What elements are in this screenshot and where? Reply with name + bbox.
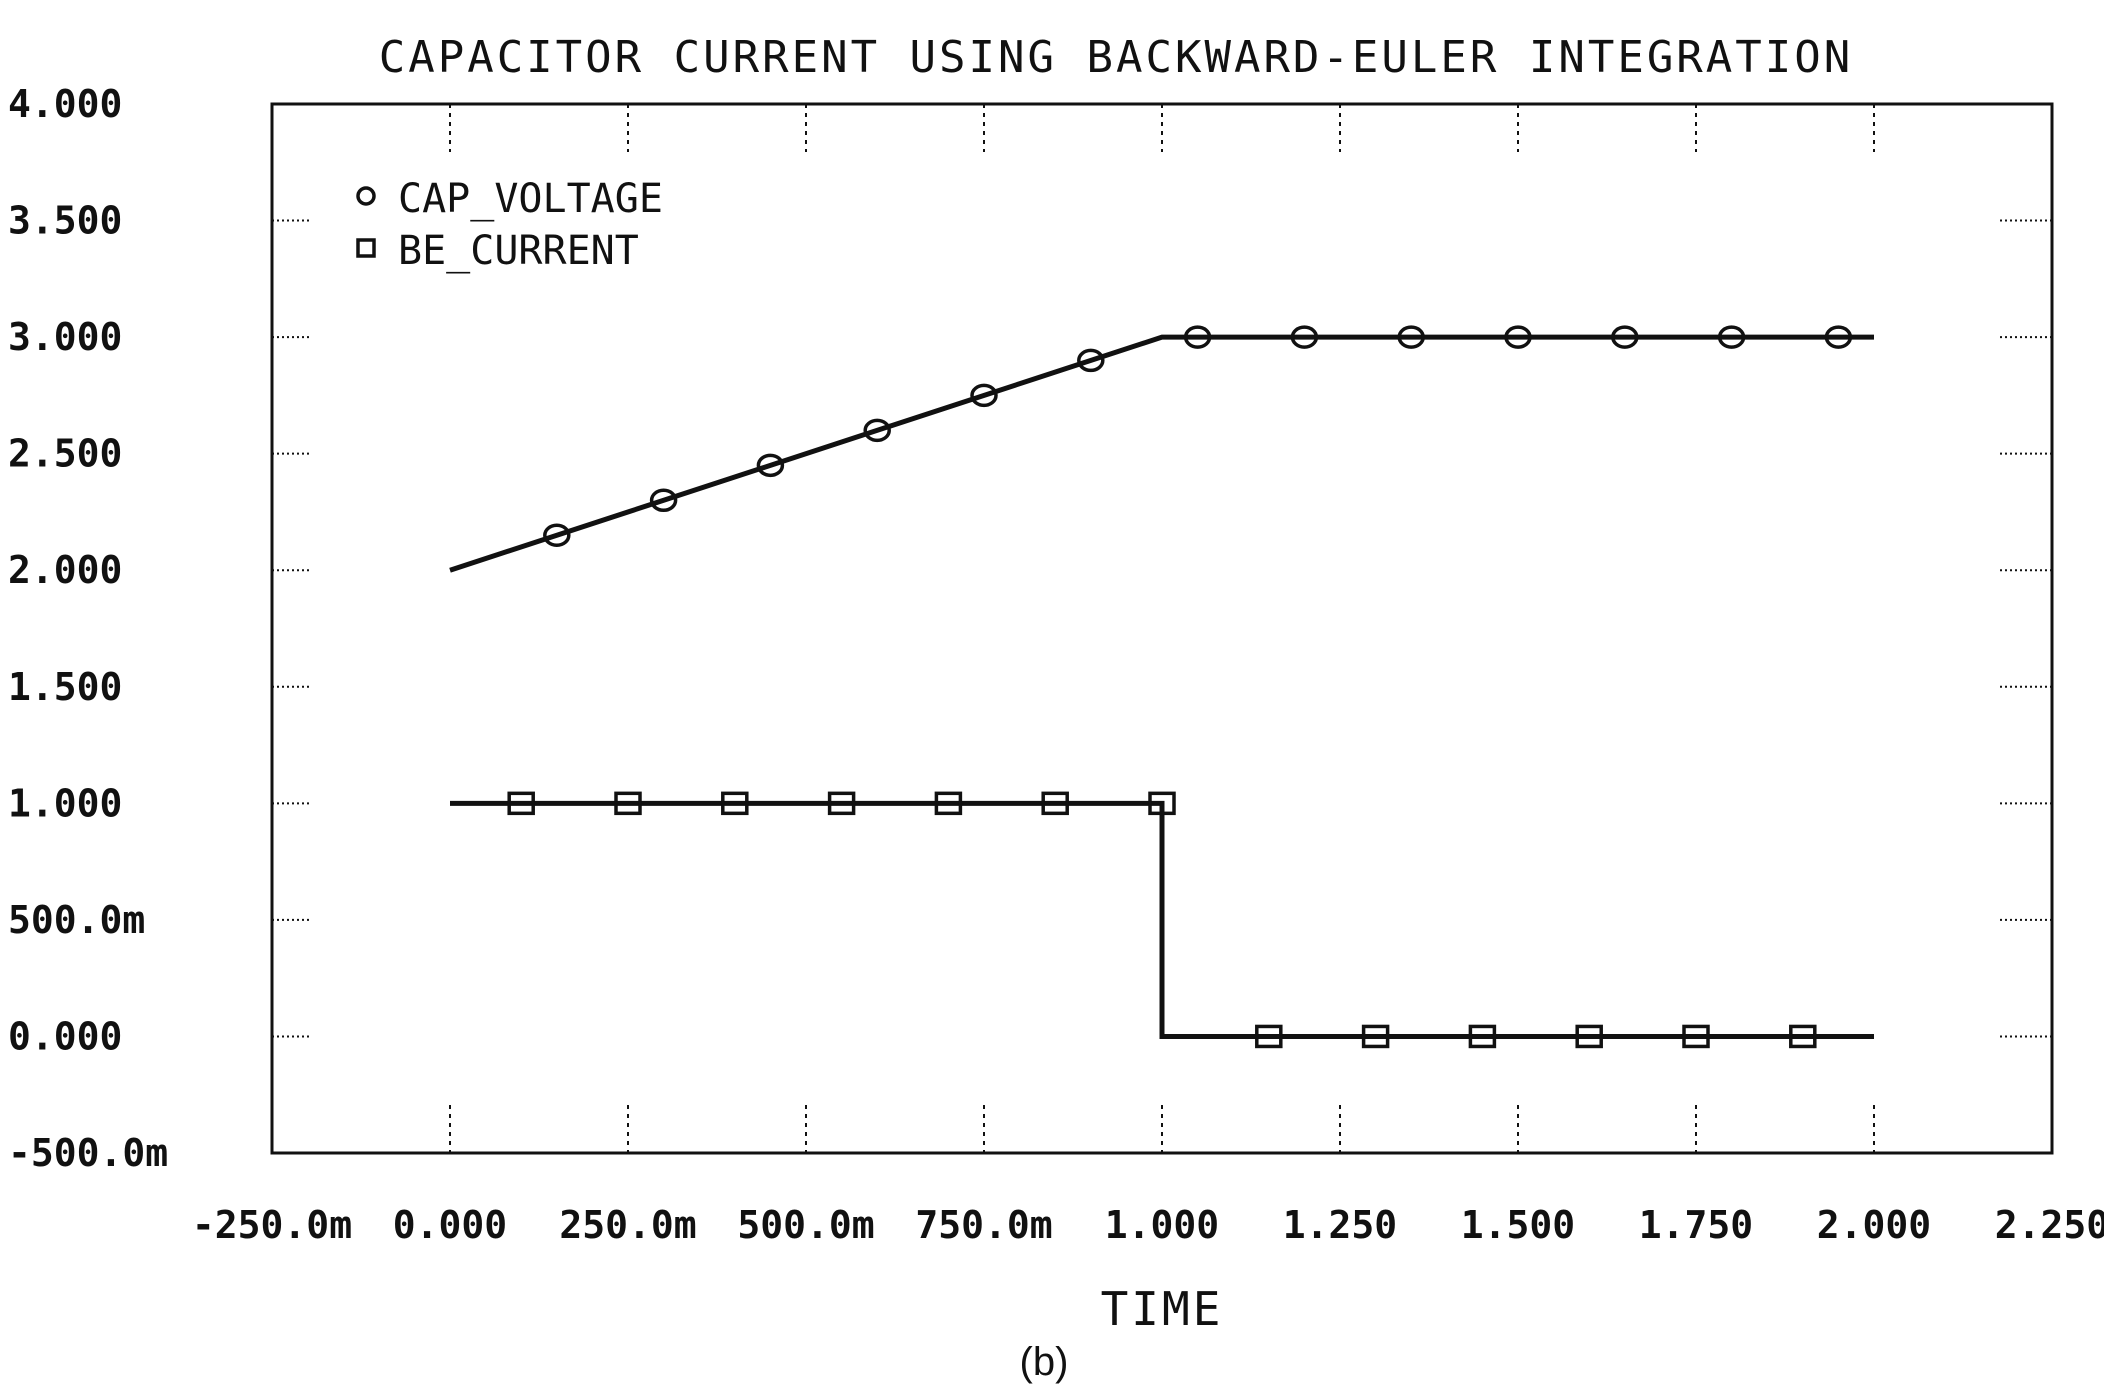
y-tick-label: 0.000 xyxy=(8,1014,122,1058)
y-tick-label: 1.500 xyxy=(8,665,122,709)
data-point-square xyxy=(1361,1024,1390,1049)
data-point-circle xyxy=(543,523,571,548)
x-tick-label: 2.250 xyxy=(1995,1203,2104,1247)
data-point-circle xyxy=(756,453,785,478)
data-point-square xyxy=(934,791,963,816)
data-point-square xyxy=(1148,791,1176,816)
y-tick-label: 2.000 xyxy=(8,548,122,592)
data-point-circle xyxy=(1397,325,1425,349)
data-point-square xyxy=(1041,791,1069,816)
data-point-square xyxy=(721,791,749,816)
data-point-square xyxy=(507,791,535,816)
data-point-circle xyxy=(1504,325,1532,349)
data-point-circle xyxy=(863,418,891,443)
data-point-square xyxy=(1468,1024,1497,1049)
series-line-cap-voltage xyxy=(449,334,1874,573)
x-tick-label: 1.750 xyxy=(1639,1203,1753,1247)
data-point-circle xyxy=(1717,325,1746,349)
legend-marker-square xyxy=(356,238,376,258)
x-tick-label: -250.0m xyxy=(192,1203,352,1247)
series-line-be-current xyxy=(450,800,1874,1039)
y-axis-tick-labels: 4.000 3.500 3.000 2.500 2.000 1.500 1.000 500.0… xyxy=(8,82,168,1175)
data-point-circle xyxy=(1611,325,1639,349)
grid-marks xyxy=(272,104,2052,1153)
x-tick-label: 1.000 xyxy=(1105,1203,1219,1247)
data-point-circle xyxy=(1183,325,1212,349)
x-tick-label: 750.0m xyxy=(915,1203,1052,1247)
x-tick-label: 2.000 xyxy=(1817,1203,1931,1247)
data-point-square xyxy=(1789,1024,1817,1049)
y-tick-label: 2.500 xyxy=(8,432,122,476)
data-point-square xyxy=(614,791,642,816)
legend-label: CAP_VOLTAGE xyxy=(398,176,663,222)
data-point-circle xyxy=(1077,348,1105,373)
data-point-square xyxy=(1682,1024,1710,1049)
y-tick-label: 4.000 xyxy=(8,82,122,126)
data-point-circle xyxy=(1824,325,1853,349)
x-tick-label: 1.500 xyxy=(1461,1203,1575,1247)
figure-caption: (b) xyxy=(1020,1340,1069,1384)
legend: CAP_VOLTAGE BE_CURRENT xyxy=(356,176,663,274)
y-tick-label: -500.0m xyxy=(8,1131,168,1175)
data-point-square xyxy=(1255,1024,1283,1049)
legend-marker-circle xyxy=(356,186,376,206)
legend-label: BE_CURRENT xyxy=(398,228,639,274)
x-tick-label: 250.0m xyxy=(559,1203,696,1247)
x-tick-label: 500.0m xyxy=(737,1203,874,1247)
x-axis-tick-labels: -250.0m 0.000 250.0m 500.0m 750.0m 1.000 1.250… xyxy=(192,1203,2104,1247)
x-tick-label: 1.250 xyxy=(1283,1203,1397,1247)
chart-title: CAPACITOR CURRENT USING BACKWARD-EULER I… xyxy=(379,32,1854,83)
series-layer xyxy=(449,325,1874,1049)
y-tick-label: 3.500 xyxy=(8,199,122,243)
x-axis-label: TIME xyxy=(1101,1282,1224,1336)
y-tick-label: 500.0m xyxy=(8,898,145,942)
y-tick-label: 1.000 xyxy=(8,781,122,825)
data-point-square xyxy=(827,791,856,816)
data-point-circle xyxy=(1290,325,1319,349)
data-point-circle xyxy=(649,488,678,513)
y-tick-label: 3.000 xyxy=(8,315,122,359)
x-tick-label: 0.000 xyxy=(393,1203,507,1247)
data-point-circle xyxy=(970,383,998,408)
data-point-square xyxy=(1575,1024,1603,1049)
